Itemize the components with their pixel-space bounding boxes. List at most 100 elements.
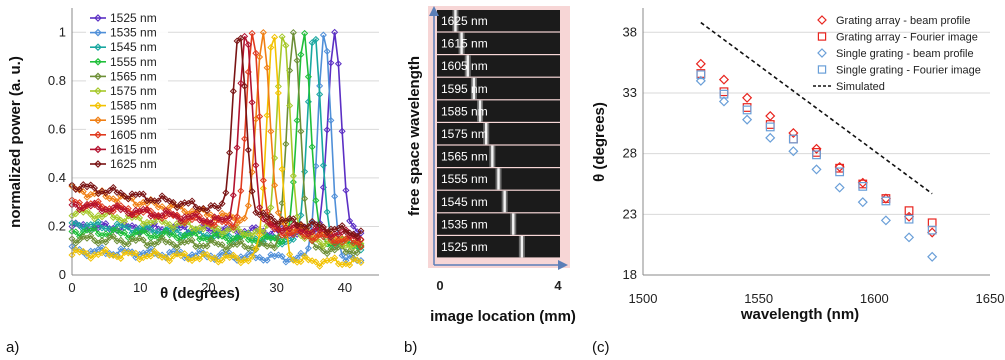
panel-a-point [72,228,80,236]
panel-a-point [199,249,207,257]
panel-a-point [331,254,339,262]
panel-a-point [342,260,350,268]
panel-a-point [278,252,286,260]
panel-c-point [858,182,868,191]
panel-a-point [304,256,312,264]
panel-a-legend-entry: 1545 nm [110,40,157,54]
panel-a-point [338,127,346,135]
panel-a-point [98,187,106,195]
panel-c-legend-entry: Grating array - beam profile [836,15,971,27]
panel-a-point [289,29,297,37]
panel-c-x-axis-label: wavelength (nm) [740,306,859,323]
panel-b-row-label: 1585 nm [441,104,488,118]
panel-a-point [128,235,136,243]
panel-a-point [72,210,80,218]
panel-a-legend-marker [94,116,102,125]
panel-a-point [274,251,282,259]
panel-c-point [811,143,822,154]
panel-a-point [196,255,204,263]
panel-a-point [79,232,87,240]
panel-b-row: 1525 nm [437,236,560,258]
panel-a-point [316,262,324,270]
panel-a-point [237,228,245,236]
panel-a-legend-entry: 1565 nm [110,69,157,83]
panel-a-point [256,53,264,61]
panel-b-x-tick-0: 0 [436,278,443,293]
panel-a-point [289,231,297,239]
panel-a-point [181,231,189,239]
panel-c-legend-marker [817,32,827,41]
panel-a-point [83,200,91,208]
panel-b-row: 1615 nm [437,32,560,54]
panel-a-point [282,217,290,225]
panel-a-point [316,90,324,98]
panel-a-point [106,207,114,215]
panel-b-beam-spot [466,55,469,77]
panel-a-point [124,240,132,248]
panel-c-point [695,75,706,86]
panel-a-point [75,185,84,193]
panel-a-point [109,252,117,260]
panel-a-point [218,216,226,224]
panel-a-x-tick: 0 [68,280,75,295]
panel-a-y-axis-label: normalized power (a. u.) [7,56,24,228]
panel-a-point [72,246,80,254]
panel-c-point [811,164,822,175]
panel-a-legend-marker [94,14,102,22]
panel-a-point [267,127,275,135]
panel-a-point [346,242,354,250]
panel-b-row: 1555 nm [437,168,560,190]
panel-a-point [342,228,350,236]
panel-a-point [102,192,110,200]
panel-b-x-tick-4: 4 [554,278,562,293]
panel-b-row-image [437,190,560,213]
panel-c-point [718,96,730,107]
panel-a-point [338,261,346,269]
panel-a-point [346,247,354,255]
panel-a-point [304,73,312,81]
panel-a-point [349,243,357,251]
panel-a-point [316,243,324,251]
panel-c-legend: Grating array - beam profile Grating arra… [813,15,981,93]
panel-a-point [158,203,166,211]
panel-a-point [308,143,316,151]
panel-b-row-label: 1575 nm [441,127,488,141]
panel-a-point [222,189,230,197]
panel-a-point [293,254,301,262]
panel-b-beam-spot [472,77,476,100]
panel-a-point [83,193,91,201]
panel-a-point [301,195,309,203]
panel-c-point [719,87,729,97]
panel-a-point [252,209,260,217]
panel-a-point [319,161,327,169]
panel-a-legend-marker [94,130,102,139]
panel-a-point [342,248,350,256]
panel-a-point [252,224,260,232]
panel-a-point [349,254,357,262]
panel-a-y-tick: 0.8 [48,73,66,88]
panel-b-row-label: 1625 nm [441,14,488,28]
panel-a-point [334,260,342,268]
panel-a-point [241,214,249,222]
panel-a-point [259,239,267,247]
panel-a-point [233,37,241,45]
panel-a-point [166,257,174,265]
panel-a-point [173,250,181,258]
panel-a-point [158,211,166,219]
panel-c-point [881,194,891,203]
panel-a-point [109,195,117,203]
panel-a-point [151,247,159,255]
panel-c-chart: 18 23 28 33 38 1500 1550 1600 1650 Grating array… [591,8,1004,356]
panel-a-point [278,238,286,246]
panel-a-point [282,224,290,232]
panel-a-point [192,229,200,237]
panel-a-point [357,227,365,235]
panel-a-point [218,209,226,217]
panel-a-point [316,238,324,246]
panel-a-point [308,39,316,47]
panel-a-point [102,205,110,213]
panel-a-point [207,211,215,219]
panel-c-point [857,177,868,188]
panel-a-point [323,208,331,216]
